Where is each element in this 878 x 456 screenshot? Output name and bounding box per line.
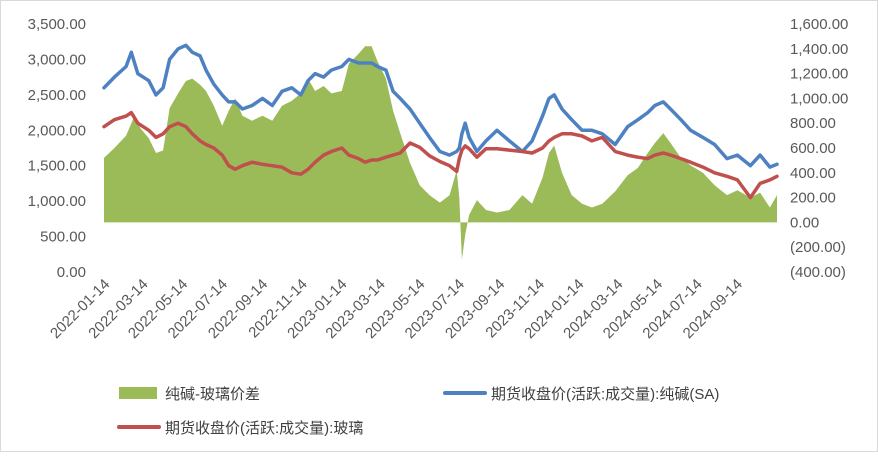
- right-axis-tick-label: 1,200.00: [790, 66, 848, 83]
- left-axis-ticks: 0.00 500.00 1,000.00 1,500.00 2,000.00 2,500.…: [28, 16, 86, 281]
- right-axis-tick-label: 1,600.00: [790, 16, 848, 33]
- right-axis-tick-label: (200.00): [790, 239, 846, 256]
- right-axis-tick-label: 400.00: [790, 165, 836, 182]
- glass-price-line: [102, 110, 779, 200]
- legend: 纯碱-玻璃价差 期货收盘价(活跃:成交量):纯碱(SA) 期货收盘价(活跃:成交量)…: [117, 385, 719, 437]
- right-axis-tick-label: (400.00): [790, 264, 846, 281]
- x-axis-ticks: 2022-01-142022-03-142022-05-142022-07-14…: [47, 276, 746, 342]
- left-axis-tick-label: 3,500.00: [28, 16, 86, 33]
- price-lines-layer: [102, 43, 779, 200]
- right-axis-ticks: (400.00) (200.00) 0.00 200.00 400.00 600.00 80…: [790, 16, 848, 281]
- right-axis-tick-label: 200.00: [790, 190, 836, 207]
- right-axis-tick-label: 800.00: [790, 115, 836, 132]
- left-axis-tick-label: 2,000.00: [28, 122, 86, 139]
- spread-area-layer: [104, 46, 777, 260]
- legend-label: 期货收盘价(活跃:成交量):玻璃: [165, 419, 363, 437]
- legend-swatch-spread: [119, 387, 157, 399]
- right-axis-tick-label: 600.00: [790, 140, 836, 157]
- soda-ash-price-line: [102, 43, 779, 169]
- spread-area-series: [104, 46, 777, 260]
- right-axis-tick-label: 1,400.00: [790, 41, 848, 58]
- legend-label: 期货收盘价(活跃:成交量):纯碱(SA): [491, 385, 719, 403]
- left-axis-tick-label: 500.00: [40, 229, 86, 246]
- legend-label: 纯碱-玻璃价差: [165, 386, 260, 403]
- left-axis-tick-label: 1,500.00: [28, 158, 86, 175]
- left-axis-tick-label: 2,500.00: [28, 87, 86, 104]
- left-axis-tick-label: 3,000.00: [28, 51, 86, 68]
- right-axis-tick-label: 1,000.00: [790, 90, 848, 107]
- left-axis-tick-label: 1,000.00: [28, 193, 86, 210]
- left-axis-tick-label: 0.00: [57, 264, 86, 281]
- right-axis-tick-label: 0.00: [790, 214, 819, 231]
